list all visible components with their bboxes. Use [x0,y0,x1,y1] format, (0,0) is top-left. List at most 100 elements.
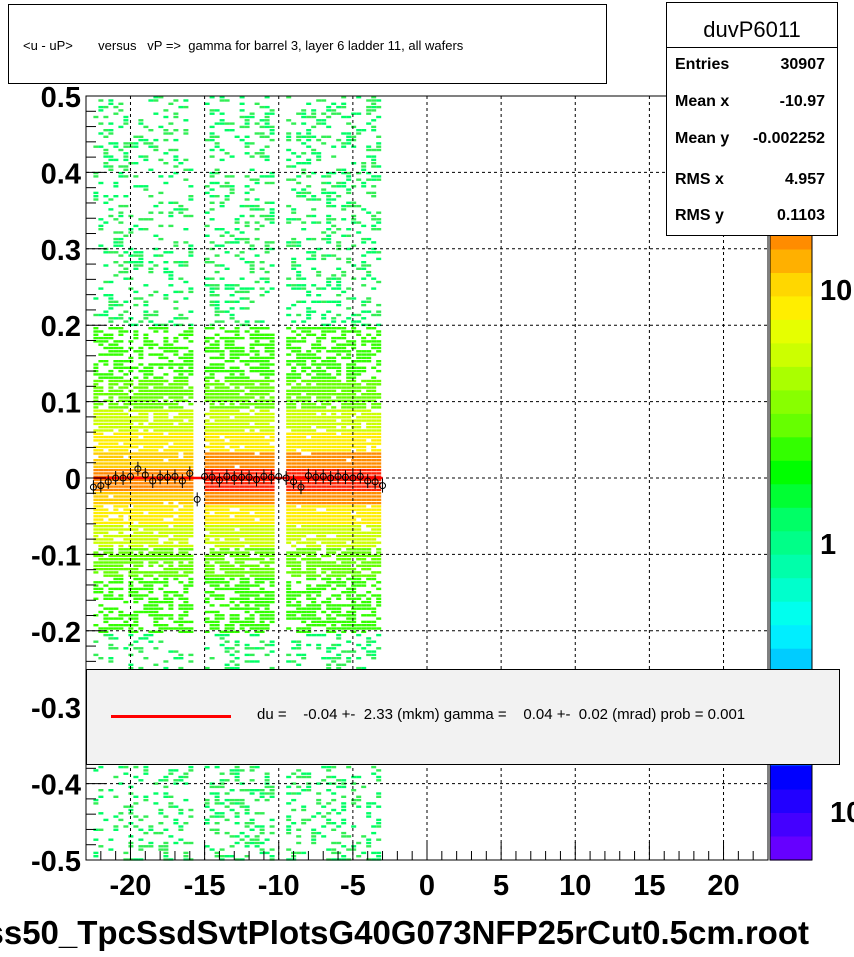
heat-cell [229,284,235,287]
heat-cell [178,495,184,498]
heat-cell [331,798,337,802]
heat-cell [123,399,129,402]
heat-cell [188,449,194,452]
heat-cell [183,534,189,538]
heat-cell [209,175,215,178]
heat-cell [336,369,342,373]
heat-cell [254,369,260,373]
heat-cell [133,330,139,333]
heat-cell [259,360,265,363]
heat-cell [286,178,292,181]
heat-cell [209,571,215,574]
heat-cell [103,353,109,356]
heat-cell [301,360,307,363]
heat-cell [103,373,109,376]
heat-cell [336,643,342,647]
heat-cell [138,492,144,495]
heat-cell [259,343,265,346]
heat-cell [244,416,250,419]
heat-cell [249,267,255,270]
heat-cell [259,439,265,442]
heat-cell [306,327,312,330]
heat-cell [264,564,270,567]
heat-cell [321,459,327,462]
heat-cell [311,515,317,518]
heat-cell [336,435,342,439]
heat-cell [254,389,260,393]
heat-cell [264,379,270,383]
heat-cell [341,350,347,353]
heat-cell [244,488,250,492]
heat-cell [178,386,184,389]
heat-cell [224,798,230,802]
heat-cell [301,435,307,439]
heat-cell [316,369,322,373]
heat-cell [209,462,215,465]
heat-cell [269,640,275,643]
heat-cell [163,841,169,845]
heat-cell [103,584,109,587]
heat-cell [296,541,302,544]
heat-cell [163,386,169,389]
heat-cell [158,386,164,389]
heat-cell [291,237,297,241]
heat-cell [239,838,245,841]
heat-cell [239,554,245,558]
heat-cell [163,422,169,426]
heat-cell [133,396,139,399]
heat-cell [291,350,297,353]
heat-cell [244,805,250,808]
heat-cell [316,591,322,594]
heat-cell [108,435,114,439]
heat-cell [244,290,250,294]
heat-cell [173,534,179,538]
heat-cell [153,561,159,564]
heat-cell [326,604,332,607]
heat-cell [269,340,275,343]
heat-cell [153,581,159,584]
heat-cell [341,412,347,416]
heat-cell [326,115,332,119]
heat-cell [143,531,149,534]
heat-cell [244,412,250,416]
heat-cell [178,442,184,445]
heat-cell [168,270,174,274]
heat-cell [286,165,292,168]
heat-cell [316,643,322,647]
heat-cell [269,175,275,178]
heat-cell [291,465,297,468]
heat-cell [133,534,139,538]
heat-cell [259,812,265,815]
heat-cell [254,571,260,574]
heat-cell [306,129,312,132]
heat-cell [168,360,174,363]
heat-cell [153,663,159,666]
heat-cell [244,307,250,310]
heat-cell [93,518,99,521]
heat-cell [224,346,230,350]
heat-cell [224,581,230,584]
heat-cell [168,251,174,254]
heat-cell [229,422,235,426]
heat-cell [269,435,275,439]
heat-cell [93,389,99,393]
heat-cell [148,129,154,132]
heat-cell [183,429,189,432]
heat-cell [93,640,99,643]
heat-cell [183,129,189,132]
heat-cell [321,435,327,439]
heat-cell [286,508,292,511]
heat-cell [341,508,347,511]
heat-cell [219,452,225,455]
heat-cell [291,561,297,564]
heat-cell [143,366,149,369]
heat-cell [341,515,347,518]
heat-cell [118,125,124,129]
heat-cell [108,581,114,584]
heat-cell [173,406,179,409]
heat-cell [93,195,99,198]
heat-cell [219,501,225,505]
heat-cell [346,132,352,135]
heat-cell [336,416,342,419]
heat-cell [249,416,255,419]
